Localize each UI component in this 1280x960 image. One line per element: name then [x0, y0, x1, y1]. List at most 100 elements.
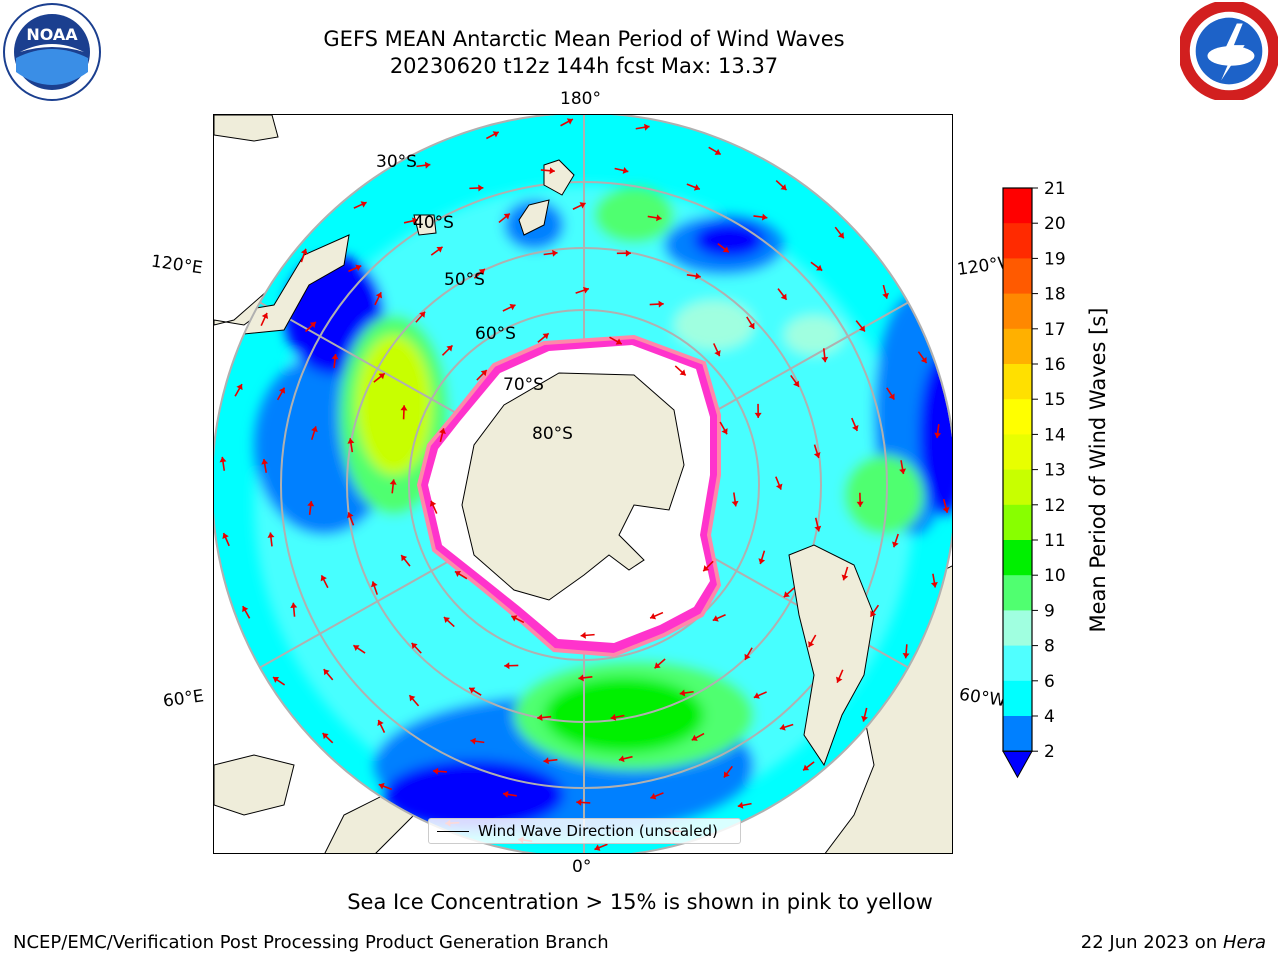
wave-arrow-head: [411, 642, 418, 649]
wave-arrow-head: [888, 393, 895, 400]
wave-arrow-head: [859, 325, 865, 332]
wave-arrow-head: [656, 214, 662, 222]
wave-arrow-head: [803, 764, 810, 771]
legend-label: Wind Wave Direction (unscaled): [478, 822, 718, 840]
wave-arrow-head: [353, 645, 360, 652]
wave-arrow-head: [737, 801, 744, 809]
wave-arrow-head: [378, 373, 385, 380]
colorbar-band: [1003, 504, 1032, 541]
wave-arrow-head: [219, 456, 227, 463]
wave-arrow-head: [375, 292, 383, 299]
wave-arrow-head: [446, 345, 453, 352]
colorbar-band: [1003, 540, 1032, 576]
wave-arrow-head: [272, 677, 280, 683]
wave-arrow-head: [783, 591, 790, 598]
wave-arrow-head: [610, 713, 617, 721]
lon-label-60e: 60°E: [161, 686, 206, 712]
wave-arrow-head: [436, 246, 443, 253]
wave-arrow-head: [320, 575, 327, 582]
lat-label-40s: 40°S: [413, 213, 454, 233]
lon-label-120e: 120°E: [149, 251, 204, 279]
wave-arrow-head: [432, 767, 439, 775]
wave-arrow-head: [543, 757, 549, 765]
footer-timestamp: 22 Jun 2023 on Hera: [1081, 932, 1266, 953]
wave-arrow-head: [480, 370, 487, 377]
lon-label-180: 180°: [560, 89, 601, 109]
colorbar-tick-label: 12: [1044, 496, 1066, 516]
antarctica: [416, 334, 722, 658]
map-legend: Wind Wave Direction (unscaled): [428, 818, 741, 844]
wave-arrow-head: [761, 213, 768, 221]
colorbar-band: [1003, 469, 1032, 506]
national-weather-service-logo: [1180, 2, 1278, 100]
wave-arrow-head: [331, 354, 339, 360]
wave-arrow-head: [714, 148, 721, 155]
wave-arrow-head: [622, 167, 629, 174]
colorbar-tick-label: 14: [1044, 425, 1066, 445]
wave-arrow-head: [378, 782, 385, 790]
colorbar-band: [1003, 434, 1032, 471]
wave-arrow-head: [650, 792, 657, 800]
wave-arrow-head: [242, 606, 249, 613]
wave-arrow-head: [658, 300, 664, 308]
wave-arrow-head: [892, 541, 899, 548]
wave-arrow-head: [779, 723, 786, 731]
lon-label-0: 0°: [572, 857, 592, 877]
footer-credit: NCEP/EMC/Verification Post Processing Pr…: [13, 932, 609, 953]
colorbar-tick-label: 2: [1044, 742, 1055, 762]
colorbar-tick-label: 10: [1044, 566, 1066, 586]
colorbar-band: [1003, 364, 1032, 400]
wave-arrow-head: [748, 322, 755, 329]
colorbar-tick-label: 21: [1044, 180, 1066, 199]
polar-map: [214, 115, 952, 853]
wave-arrow-head: [902, 652, 910, 659]
wave-arrow-head: [721, 428, 728, 435]
wave-arrow-head: [424, 161, 431, 169]
colorbar-bands: [1002, 187, 1033, 779]
wave-arrow-head: [400, 405, 408, 411]
wave-arrow-head: [754, 412, 762, 418]
lat-label-30s: 30°S: [376, 152, 417, 172]
lat-label-80s: 80°S: [532, 424, 573, 444]
wave-arrow-head: [793, 380, 799, 387]
wave-arrow-head: [780, 184, 787, 191]
wave-arrow-head: [899, 468, 907, 475]
colorbar-ticks: 21 20 19 18 17 16 15 14 13 12 11 10 9 8 6 4 2: [1032, 180, 1066, 762]
wave-arrow-head: [808, 641, 815, 648]
wave-arrow-head: [261, 312, 269, 319]
colorbar-tick-label: 9: [1044, 601, 1055, 621]
lat-label-60s: 60°S: [475, 324, 516, 344]
wave-arrow-head: [679, 689, 686, 697]
colorbar-tick-label: 18: [1044, 285, 1066, 305]
wave-arrow-head: [443, 617, 450, 624]
lat-label-70s: 70°S: [503, 375, 544, 395]
colorbar-tick-label: 20: [1044, 214, 1066, 234]
wave-arrow-head: [618, 755, 625, 763]
wave-arrow-head: [594, 844, 601, 851]
wave-arrow-head: [278, 387, 286, 394]
wave-arrow-head: [300, 248, 308, 255]
wave-arrow-head: [311, 426, 318, 433]
wave-arrow-head: [549, 167, 555, 175]
colorbar-band: [1003, 680, 1032, 717]
colorbar-band: [1003, 610, 1032, 647]
colorbar-tick-label: 4: [1044, 707, 1055, 727]
wave-arrow-head: [723, 771, 730, 778]
footer-host: Hera: [1222, 932, 1266, 953]
colorbar: 21 20 19 18 17 16 15 14 13 12 11 10 9 8 6 4 2: [1002, 180, 1066, 779]
wave-arrow-head: [478, 268, 485, 275]
wave-arrow-head: [579, 202, 586, 209]
wave-arrow-head: [920, 356, 927, 364]
colorbar-tick-label: 19: [1044, 249, 1066, 269]
wave-arrow-head: [722, 246, 729, 253]
wave-arrow-head: [309, 321, 316, 328]
wave-arrow-head: [566, 118, 573, 125]
colorbar-band: [1003, 399, 1032, 435]
colorbar-tick-label: 8: [1044, 637, 1055, 657]
wave-arrow-head: [401, 555, 408, 562]
wave-arrow-head: [580, 631, 586, 639]
wave-arrow-head: [346, 512, 354, 519]
wave-arrow-head: [712, 615, 719, 622]
wave-arrow-head: [775, 483, 783, 490]
colorbar-label: Mean Period of Wind Waves [s]: [1086, 307, 1110, 633]
